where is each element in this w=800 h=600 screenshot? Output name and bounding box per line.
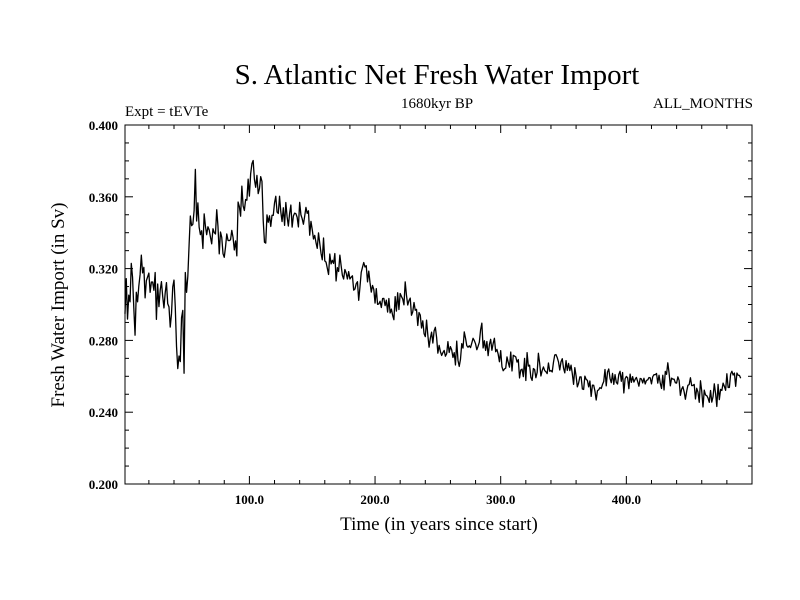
x-axis-ticks: 100.0 200.0 300.0 400.0 <box>235 125 641 507</box>
y-minor-ticks <box>125 142 752 467</box>
variability-series-line <box>124 159 742 408</box>
chart-title: S. Atlantic Net Fresh Water Import <box>235 59 640 91</box>
period-label: 1680kyr BP <box>401 96 473 112</box>
y-axis-label: Fresh Water Import (in Sv) <box>48 203 69 408</box>
x-tick-label: 100.0 <box>235 492 264 507</box>
y-tick-label: 0.240 <box>89 405 118 420</box>
x-tick-label: 200.0 <box>360 492 389 507</box>
y-tick-label: 0.360 <box>89 190 118 205</box>
months-label: ALL_MONTHS <box>653 96 753 112</box>
x-tick-label: 400.0 <box>612 492 641 507</box>
y-axis-ticks: 0.200 0.240 0.280 0.320 0.360 0.400 <box>89 118 752 492</box>
x-minor-ticks <box>148 125 728 484</box>
plot-frame <box>124 124 753 485</box>
experiment-label: Expt = tEVTe <box>125 104 209 120</box>
x-tick-label: 300.0 <box>486 492 515 507</box>
x-axis-label: Time (in years since start) <box>340 514 538 535</box>
y-tick-label: 0.280 <box>89 333 118 348</box>
y-tick-label: 0.320 <box>89 262 118 277</box>
y-tick-label: 0.400 <box>89 118 118 133</box>
y-tick-label: 0.200 <box>89 477 118 492</box>
